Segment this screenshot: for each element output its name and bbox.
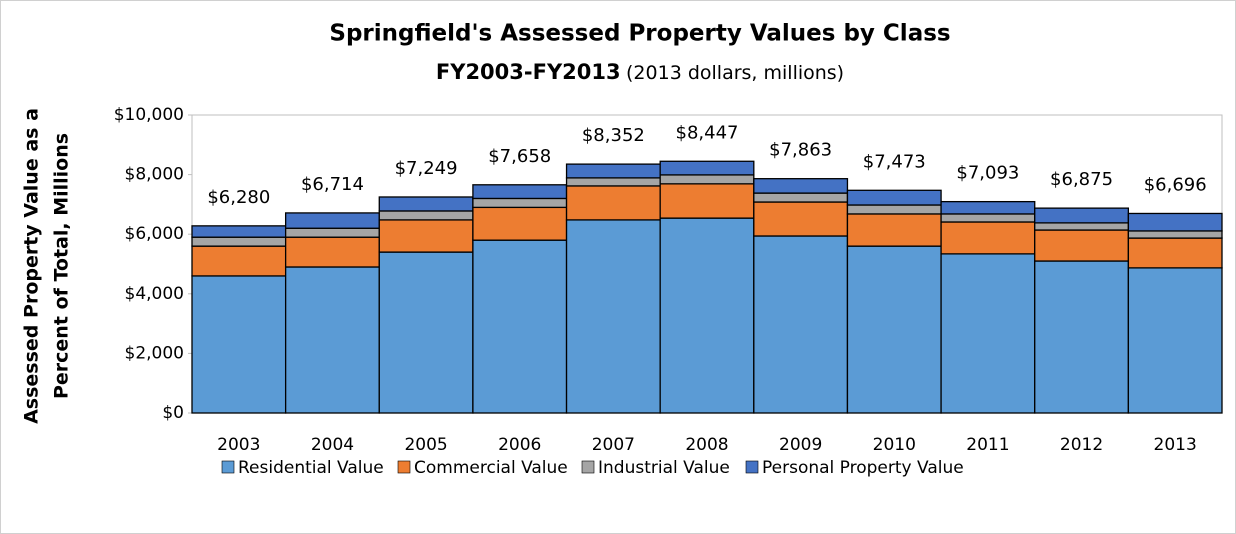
- bar-segment: [378, 196, 474, 212]
- total-label: $6,696: [1144, 174, 1207, 195]
- bar-segment: [191, 225, 287, 238]
- bar-segment: [284, 227, 380, 238]
- bar-segment: [1127, 267, 1223, 414]
- x-tick-label: 2004: [311, 435, 354, 455]
- chart-title: Springfield's Assessed Property Values b…: [329, 21, 950, 47]
- bar-segment: [753, 235, 849, 414]
- legend-swatch: [221, 460, 235, 474]
- bar-segment: [378, 210, 474, 221]
- y-tick-label: $4,000: [125, 284, 184, 304]
- legend-label: Residential Value: [238, 458, 384, 478]
- bar-segment: [1127, 212, 1223, 232]
- bar-segment: [1034, 207, 1130, 224]
- x-tick-label: 2008: [685, 435, 728, 455]
- legend-label: Commercial Value: [414, 458, 568, 478]
- x-tick-label: 2012: [1060, 435, 1103, 455]
- bar-segment: [1034, 229, 1130, 262]
- y-label-line: Assessed Property Value as a: [21, 108, 43, 424]
- bar-segment: [753, 201, 849, 237]
- bar-segment: [940, 200, 1036, 215]
- bar-segment: [378, 251, 474, 414]
- bar-segment: [753, 178, 849, 194]
- legend-label: Industrial Value: [598, 458, 730, 478]
- total-label: $6,280: [207, 187, 270, 208]
- bar-segment: [940, 221, 1036, 255]
- bar-segment: [659, 183, 755, 219]
- bar-segment: [1034, 260, 1130, 414]
- bar-segment: [472, 184, 568, 200]
- total-label: $7,473: [863, 151, 926, 172]
- total-label: $8,352: [582, 125, 645, 146]
- y-label-line: Percent of Total, Millions: [51, 133, 73, 399]
- x-tick-label: 2011: [966, 435, 1009, 455]
- subtitle-bold: FY2003-FY2013: [436, 60, 621, 84]
- bar-segment: [284, 212, 380, 229]
- bar-segment: [1034, 222, 1130, 231]
- bar-segment: [191, 245, 287, 277]
- x-tick-label: 2007: [592, 435, 635, 455]
- bar-segment: [940, 213, 1036, 223]
- subtitle-text: (2013 dollars, millions): [626, 62, 844, 84]
- bar-segment: [472, 239, 568, 414]
- bar-segment: [846, 204, 942, 215]
- bar-segment: [565, 185, 661, 221]
- legend-swatch: [745, 460, 759, 474]
- bar-segment: [846, 245, 942, 414]
- bar-segment: [1127, 230, 1223, 239]
- bar-segment: [191, 236, 287, 247]
- bar-segment: [753, 192, 849, 203]
- x-tick-label: 2003: [217, 435, 260, 455]
- total-label: $6,714: [301, 174, 364, 195]
- total-label: $8,447: [676, 122, 739, 143]
- bar-segment: [472, 197, 568, 209]
- bar-segment: [284, 266, 380, 414]
- chart-subtitle: FY2003-FY2013 (2013 dollars, millions): [436, 60, 844, 84]
- bar-segment: [378, 219, 474, 253]
- y-tick-label: $10,000: [114, 105, 184, 125]
- x-tick-label: 2013: [1154, 435, 1197, 455]
- bar-segment: [565, 177, 661, 187]
- total-label: $6,875: [1050, 169, 1113, 190]
- total-label: $7,249: [395, 158, 458, 179]
- legend-swatch: [397, 460, 411, 474]
- total-label: $7,093: [956, 163, 1019, 184]
- y-tick-label: $8,000: [125, 165, 184, 185]
- x-tick-label: 2005: [404, 435, 447, 455]
- bar-segment: [846, 213, 942, 247]
- bar-segment: [565, 219, 661, 414]
- bar-segment: [284, 236, 380, 268]
- bar-segment: [659, 174, 755, 185]
- bar-segment: [659, 160, 755, 176]
- bar-segment: [565, 163, 661, 179]
- bar-segment: [1127, 237, 1223, 269]
- bar-segment: [472, 206, 568, 241]
- x-tick-label: 2010: [873, 435, 916, 455]
- legend-swatch: [581, 460, 595, 474]
- x-tick-label: 2006: [498, 435, 541, 455]
- y-axis-label: Assessed Property Value as a Percent of …: [21, 108, 73, 424]
- bar-segment: [191, 275, 287, 414]
- total-label: $7,863: [769, 140, 832, 161]
- y-tick-label: $0: [162, 403, 184, 423]
- y-tick-label: $6,000: [125, 224, 184, 244]
- bar-segment: [846, 189, 942, 206]
- bar-segment: [659, 217, 755, 414]
- bar-segment: [940, 253, 1036, 414]
- x-tick-label: 2009: [779, 435, 822, 455]
- y-tick-label: $2,000: [125, 343, 184, 363]
- legend-label: Personal Property Value: [762, 458, 964, 478]
- total-label: $7,658: [488, 146, 551, 167]
